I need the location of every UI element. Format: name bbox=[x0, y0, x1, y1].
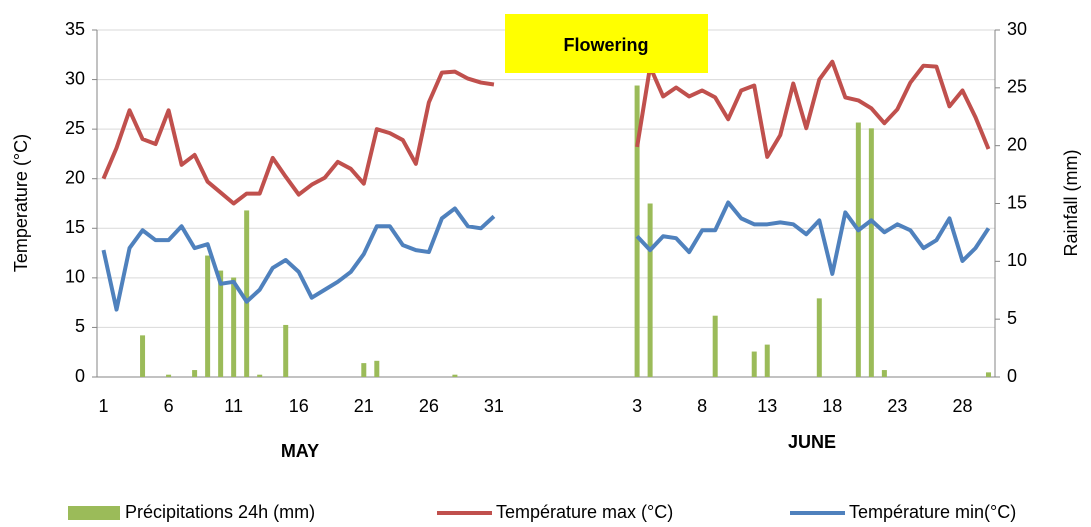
y2-axis-title: Rainfall (mm) bbox=[1061, 149, 1081, 256]
bar bbox=[218, 270, 224, 377]
bar bbox=[166, 374, 172, 377]
bar bbox=[764, 344, 770, 377]
y-tick-label: 20 bbox=[65, 167, 85, 187]
bar bbox=[816, 298, 822, 377]
x-tick-label: 21 bbox=[354, 396, 374, 416]
y2-tick-label: 20 bbox=[1007, 134, 1027, 154]
bar bbox=[140, 335, 146, 377]
line bbox=[101, 59, 991, 206]
x-tick-label: 13 bbox=[757, 396, 777, 416]
x-tick-label: 1 bbox=[98, 396, 108, 416]
y-tick-label: 0 bbox=[75, 366, 85, 386]
y2-tick-label: 15 bbox=[1007, 192, 1027, 212]
bar bbox=[868, 128, 874, 377]
bar bbox=[283, 324, 289, 377]
legend-label: Température min(°C) bbox=[849, 502, 1016, 522]
bar bbox=[205, 255, 211, 377]
annotation-box bbox=[505, 14, 708, 73]
y2-tick-label: 10 bbox=[1007, 250, 1027, 270]
legend-label: Précipitations 24h (mm) bbox=[125, 502, 315, 522]
bar bbox=[361, 363, 367, 377]
x-tick-label: 11 bbox=[224, 396, 243, 416]
bar bbox=[855, 122, 861, 378]
x-tick-label: 3 bbox=[632, 396, 642, 416]
bar bbox=[985, 372, 991, 377]
bar bbox=[244, 210, 250, 377]
x-tick-label: 23 bbox=[887, 396, 907, 416]
month-label: JUNE bbox=[788, 432, 836, 452]
month-label: MAY bbox=[281, 441, 319, 461]
x-tick-label: 28 bbox=[952, 396, 972, 416]
bar bbox=[881, 370, 887, 377]
y-tick-label: 10 bbox=[65, 267, 85, 287]
x-tick-label: 26 bbox=[419, 396, 439, 416]
y2-tick-label: 25 bbox=[1007, 77, 1027, 97]
legend-swatch bbox=[68, 506, 120, 520]
annotation: Flowering bbox=[564, 35, 649, 55]
bar bbox=[257, 374, 263, 377]
y-tick-label: 5 bbox=[75, 316, 85, 336]
x-tick-label: 6 bbox=[164, 396, 174, 416]
x-tick-label: 16 bbox=[289, 396, 309, 416]
y2-tick-label: 0 bbox=[1007, 366, 1017, 386]
bar bbox=[374, 360, 380, 377]
line bbox=[101, 200, 991, 312]
x-tick-label: 31 bbox=[484, 396, 504, 416]
bar bbox=[231, 277, 237, 377]
y-tick-label: 30 bbox=[65, 68, 85, 88]
x-tick-label: 8 bbox=[697, 396, 707, 416]
bar bbox=[712, 315, 718, 377]
y2-tick-label: 30 bbox=[1007, 19, 1027, 39]
bar bbox=[192, 370, 198, 377]
bar bbox=[751, 351, 757, 377]
y-tick-label: 25 bbox=[65, 118, 85, 138]
y2-tick-label: 5 bbox=[1007, 308, 1017, 328]
bar bbox=[647, 203, 653, 377]
bar bbox=[634, 85, 640, 378]
x-tick-label: 18 bbox=[822, 396, 842, 416]
y-tick-label: 15 bbox=[65, 217, 85, 237]
legend-label: Température max (°C) bbox=[496, 502, 673, 522]
y-tick-label: 35 bbox=[65, 19, 85, 39]
bar bbox=[452, 374, 458, 377]
y-axis-title: Temperature (°C) bbox=[11, 134, 31, 272]
